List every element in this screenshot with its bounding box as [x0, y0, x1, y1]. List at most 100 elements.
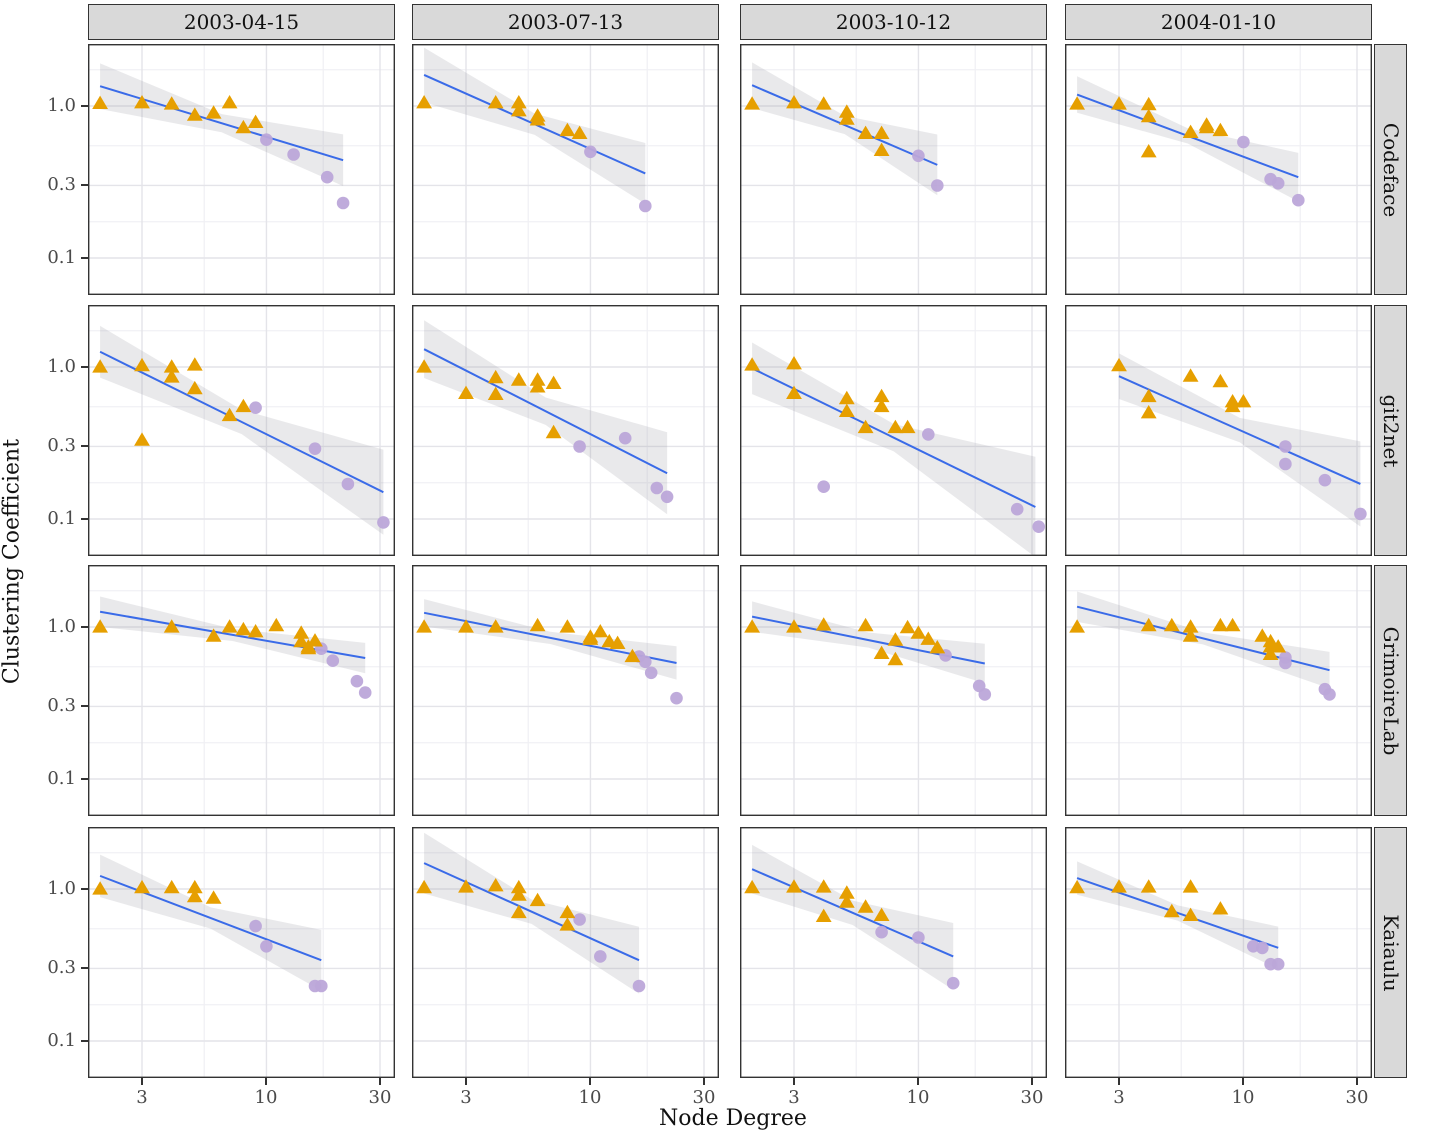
x-tick-label: 3	[136, 1087, 148, 1108]
triangle-marker	[1235, 394, 1252, 408]
triangle-marker	[744, 96, 760, 110]
facet-strip-date-label: 2003-10-12	[835, 10, 952, 34]
circle-marker	[249, 919, 262, 933]
triangle-marker	[1163, 617, 1180, 632]
triangle-marker	[1069, 96, 1085, 110]
triangle-marker	[744, 357, 760, 371]
triangle-marker	[186, 107, 203, 121]
triangle-marker	[1111, 96, 1127, 110]
circle-marker	[1279, 457, 1292, 471]
confidence-ribbon	[1119, 353, 1361, 527]
triangle-marker	[786, 879, 802, 893]
facet-strip-tool: Codeface	[1374, 44, 1407, 295]
panel-border	[412, 305, 719, 556]
facet-panel-GrimoireLab-2004-01-10	[1065, 565, 1372, 816]
triangle-marker	[815, 879, 832, 893]
circle-marker	[315, 979, 328, 993]
fit-line	[423, 862, 640, 962]
triangle-marker	[873, 398, 890, 413]
x-tick-label: 30	[692, 1087, 716, 1108]
triangle-marker	[163, 359, 180, 373]
triangle-marker	[163, 619, 180, 633]
circle-marker	[1032, 520, 1045, 533]
triangle-marker	[163, 879, 180, 894]
y-tick-label: 0.3	[47, 174, 76, 195]
panel-border	[1065, 305, 1372, 556]
confidence-ribbon	[1077, 76, 1299, 202]
triangle-marker	[545, 375, 562, 389]
triangle-marker	[1212, 122, 1229, 137]
triangle-marker	[559, 904, 576, 919]
fit-line	[99, 350, 384, 494]
triangle-marker	[458, 619, 474, 633]
x-tick-mark	[1031, 1078, 1033, 1085]
triangle-marker	[134, 95, 150, 109]
facet-panel-GrimoireLab-2003-04-15	[88, 565, 395, 816]
facet-strip-tool-label: GrimoireLab	[1378, 626, 1403, 755]
circle-marker	[931, 179, 944, 192]
panel-border	[740, 827, 1047, 1078]
triangle-marker	[1140, 108, 1157, 123]
facet-panel-Codeface-2003-04-15	[88, 44, 395, 295]
confidence-ribbon	[752, 601, 985, 684]
y-tick-mark	[81, 626, 88, 628]
y-tick-label: 1.0	[47, 616, 76, 637]
triangle-marker	[1140, 617, 1157, 632]
triangle-marker	[1182, 628, 1199, 642]
triangle-marker	[247, 624, 264, 638]
circle-marker	[573, 913, 586, 926]
triangle-marker	[1140, 144, 1157, 158]
fit-line	[1118, 375, 1361, 485]
triangle-marker	[268, 617, 285, 632]
facet-panel-Codeface-2003-10-12	[740, 44, 1047, 295]
fit-line	[423, 348, 668, 475]
facet-strip-tool: git2net	[1374, 305, 1407, 556]
y-tick-label: 1.0	[47, 356, 76, 377]
y-tick-label: 0.3	[47, 957, 76, 978]
facet-panel-Kaiaulu-2003-10-12	[740, 827, 1047, 1078]
circle-marker	[670, 691, 683, 705]
triangle-marker	[1069, 879, 1085, 894]
triangle-marker	[624, 648, 641, 663]
confidence-ribbon	[424, 599, 677, 680]
triangle-marker	[186, 888, 203, 903]
triangle-marker	[910, 625, 927, 639]
triangle-marker	[857, 899, 874, 913]
triangle-marker	[873, 125, 890, 139]
circle-marker	[639, 199, 652, 213]
x-tick-label: 30	[1020, 1087, 1044, 1108]
triangle-marker	[920, 631, 937, 645]
x-tick-label: 10	[906, 1087, 930, 1108]
facet-strip-date: 2004-01-10	[1065, 4, 1372, 40]
y-tick-label: 0.1	[47, 768, 76, 789]
circle-marker	[1271, 957, 1285, 971]
x-tick-label: 3	[460, 1087, 472, 1108]
y-tick-label: 0.3	[47, 695, 76, 716]
triangle-marker	[873, 907, 890, 921]
circle-marker	[644, 666, 658, 680]
triangle-marker	[307, 633, 323, 647]
triangle-marker	[529, 372, 546, 386]
confidence-ribbon	[424, 320, 668, 515]
circle-marker	[1323, 688, 1336, 701]
y-tick-label: 0.1	[47, 508, 76, 529]
triangle-marker	[416, 359, 432, 373]
circle-marker	[336, 196, 350, 210]
triangle-marker	[221, 619, 238, 633]
confidence-ribbon	[424, 47, 646, 204]
triangle-marker	[510, 887, 527, 901]
triangle-marker	[416, 95, 432, 109]
facet-panel-git2net-2003-04-15	[88, 305, 395, 556]
y-tick-mark	[81, 518, 88, 520]
circle-marker	[946, 976, 960, 990]
triangle-marker	[929, 640, 946, 654]
circle-marker	[618, 431, 632, 445]
triangle-marker	[786, 95, 802, 109]
circle-marker	[632, 979, 646, 993]
circle-marker	[1256, 941, 1269, 955]
circle-marker	[308, 442, 322, 455]
triangle-marker	[838, 403, 855, 417]
panel-border	[412, 44, 719, 295]
y-tick-mark	[81, 366, 88, 368]
facet-strip-tool-label: Codeface	[1378, 122, 1403, 217]
